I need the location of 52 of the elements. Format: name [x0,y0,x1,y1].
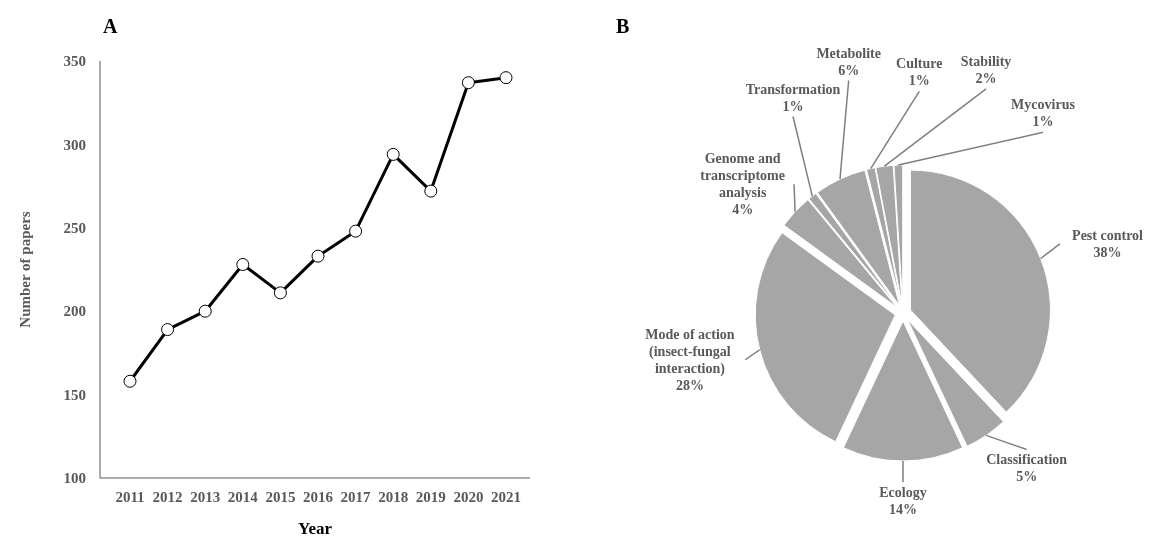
x-tick-label: 2017 [340,489,372,505]
x-tick-label: 2015 [265,489,296,505]
slice-label: Metabolite [816,45,881,61]
y-tick-label: 350 [63,53,86,70]
point [161,323,175,337]
point [198,304,212,318]
data-label: 4% [732,202,754,218]
slice-label: Culture [896,56,943,72]
x-tick-label: 2019 [415,489,446,505]
x-tick-label: 2021 [491,489,521,505]
data-label: 6% [838,62,860,78]
chart-title: A [103,15,118,37]
y-tick-label: 300 [63,136,86,153]
slice-label: Pest control [1072,227,1144,243]
point [386,147,400,161]
point [424,184,438,198]
x-tick-label: 2013 [190,489,221,505]
slice-label: Mycovirus [1011,97,1076,113]
slice-label: Stability [960,53,1012,69]
data-label: 1% [782,98,804,114]
x-axis-title: Year [298,519,333,538]
point [311,249,325,263]
y-tick-label: 250 [63,220,86,237]
data-label: 38% [1093,244,1122,260]
data-label: 28% [675,377,704,393]
slice-label: Ecology [879,485,927,500]
data-label: 14% [889,502,917,517]
slice-label: Mode of action (insect-fungal interaction) [645,326,735,377]
slice-label: Genome and transcriptome analysis [700,151,786,201]
data-label: 5% [1016,469,1038,485]
y-axis-title: Number of papers [17,211,33,328]
point [499,71,513,85]
data-label: 1% [1032,114,1054,130]
y-tick-label: 100 [63,470,86,487]
y-tick-label: 150 [63,386,86,403]
data-label: 2% [975,70,997,86]
x-tick-label: 2014 [227,489,259,505]
point [349,224,363,238]
point [273,286,287,300]
x-tick-label: 2018 [378,489,409,505]
x-tick-label: 2011 [115,489,145,505]
slice-label: Transformation [745,81,841,97]
x-tick-label: 2020 [453,489,484,505]
chart-title: B [616,15,630,37]
point [461,76,475,90]
x-tick-label: 2016 [303,489,334,505]
data-label: 1% [908,73,930,89]
point [236,258,250,271]
x-tick-label: 2012 [152,489,183,505]
point [123,374,137,388]
slice-label: Classification [986,452,1068,468]
y-tick-label: 200 [63,303,86,320]
